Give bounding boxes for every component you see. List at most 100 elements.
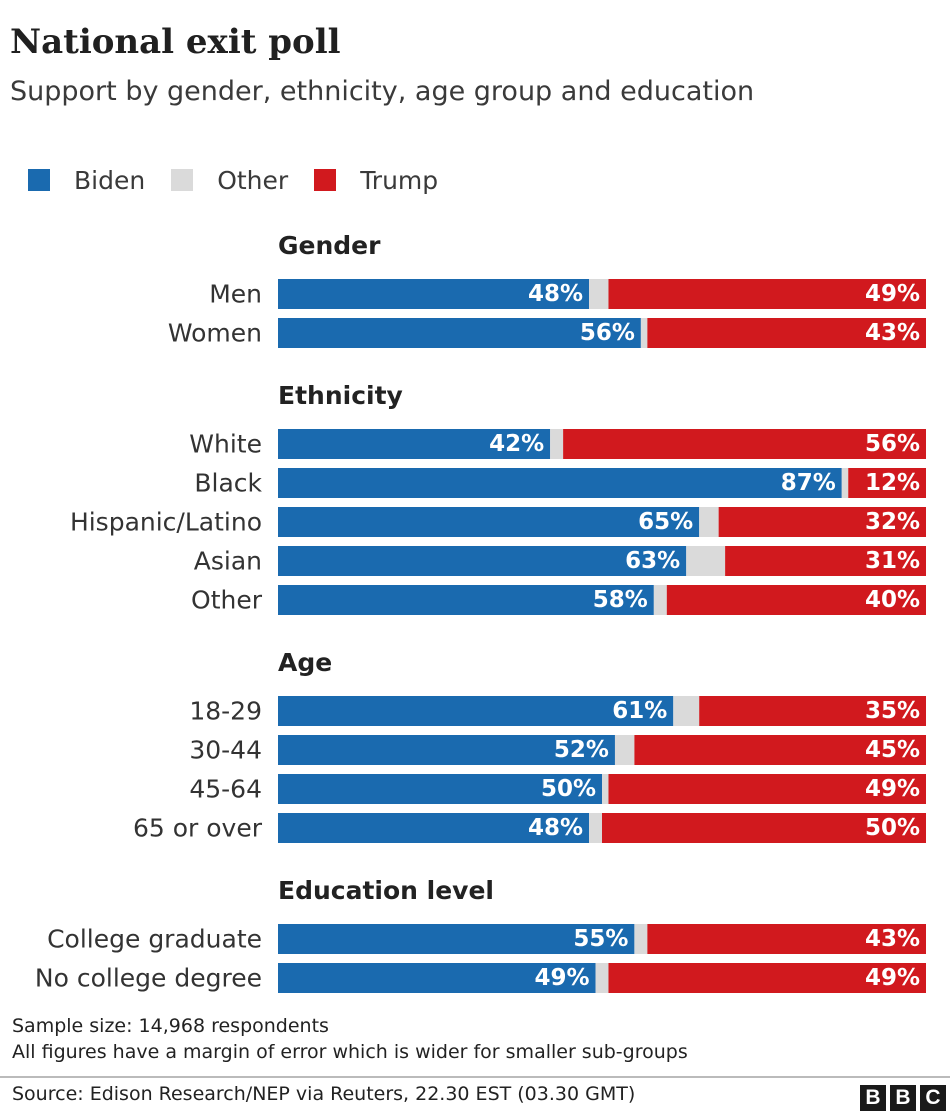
trump-bar-college-graduate (647, 924, 926, 954)
other-bar-black (841, 468, 849, 498)
biden-value-label-college-graduate: 55% (573, 926, 628, 952)
trump-value-label-45-64: 49% (865, 776, 920, 802)
trump-bar-asian (725, 546, 926, 576)
biden-value-label-asian: 63% (625, 548, 680, 574)
group-heading-ethnicity: Ethnicity (278, 381, 403, 410)
biden-bar-college-graduate (278, 924, 635, 954)
biden-bar-45-64 (278, 774, 602, 804)
trump-bar-black (848, 468, 926, 498)
group-heading-age: Age (278, 648, 332, 677)
biden-value-label-65-or-over: 48% (528, 815, 583, 841)
trump-bar-45-64 (608, 774, 926, 804)
biden-bar-other (278, 585, 654, 615)
bbc-logo: B B C (856, 1085, 946, 1111)
other-bar-men (589, 279, 609, 309)
biden-bar-women (278, 318, 641, 348)
trump-value-label-white: 56% (865, 431, 920, 457)
other-bar-college-graduate (634, 924, 648, 954)
other-bar-women (640, 318, 648, 348)
biden-value-label-white: 42% (489, 431, 544, 457)
biden-value-label-18-29: 61% (612, 698, 667, 724)
row-label-65-or-over: 65 or over (133, 814, 263, 843)
biden-bar-black (278, 468, 842, 498)
sample-size-note: Sample size: 14,968 respondents (12, 1015, 329, 1037)
group-heading-gender: Gender (278, 231, 381, 260)
other-bar-hispanic-latino (699, 507, 719, 537)
bbc-logo-letter: B (890, 1085, 916, 1111)
biden-value-label-black: 87% (781, 470, 836, 496)
trump-value-label-30-44: 45% (865, 737, 920, 763)
legend-label-other: Other (217, 165, 289, 195)
bbc-logo-letter: C (920, 1085, 946, 1111)
bbc-logo-letter: B (860, 1085, 886, 1111)
group-heading-education-level: Education level (278, 876, 494, 905)
trump-bar-men (608, 279, 926, 309)
biden-bar-men (278, 279, 590, 309)
other-bar-65-or-over (589, 813, 602, 843)
row-label-no-college-degree: No college degree (35, 964, 262, 993)
trump-value-label-black: 12% (865, 470, 920, 496)
biden-bar-asian (278, 546, 687, 576)
biden-bar-18-29 (278, 696, 674, 726)
trump-bar-women (647, 318, 926, 348)
biden-value-label-no-college-degree: 49% (534, 965, 589, 991)
legend-swatch-trump (314, 169, 337, 191)
row-label-asian: Asian (194, 547, 262, 576)
legend: Biden Other Trump (28, 163, 464, 197)
row-label-white: White (189, 430, 262, 459)
biden-bar-hispanic-latino (278, 507, 700, 537)
row-label-45-64: 45-64 (189, 775, 262, 804)
trump-bar-30-44 (634, 735, 926, 765)
legend-item-biden: Biden (28, 166, 145, 195)
footer-divider (0, 1076, 950, 1078)
trump-value-label-hispanic-latino: 32% (865, 509, 920, 535)
trump-bar-65-or-over (602, 813, 926, 843)
other-bar-18-29 (673, 696, 700, 726)
legend-label-trump: Trump (360, 165, 439, 195)
row-label-college-graduate: College graduate (47, 925, 262, 954)
row-label-hispanic-latino: Hispanic/Latino (70, 508, 262, 537)
biden-bar-65-or-over (278, 813, 590, 843)
row-label-18-29: 18-29 (189, 697, 262, 726)
row-label-women: Women (168, 319, 262, 348)
margin-of-error-note: All figures have a margin of error which… (12, 1041, 688, 1063)
trump-bar-other (666, 585, 926, 615)
biden-bar-no-college-degree (278, 963, 596, 993)
other-bar-asian (686, 546, 726, 576)
trump-bar-hispanic-latino (718, 507, 926, 537)
other-bar-white (550, 429, 564, 459)
legend-label-biden: Biden (74, 165, 146, 195)
biden-value-label-45-64: 50% (541, 776, 596, 802)
legend-swatch-biden (28, 169, 50, 191)
biden-bar-white (278, 429, 551, 459)
trump-value-label-men: 49% (865, 281, 920, 307)
row-label-30-44: 30-44 (189, 736, 262, 765)
row-label-other: Other (191, 586, 263, 615)
other-bar-30-44 (614, 735, 635, 765)
stacked-bar-chart: Gender Men 48% 49% Women 56% 43% Ethnicity White… (35, 231, 926, 993)
biden-value-label-other: 58% (593, 587, 648, 613)
legend-swatch-other (171, 169, 194, 191)
trump-value-label-asian: 31% (865, 548, 920, 574)
biden-bar-30-44 (278, 735, 615, 765)
trump-value-label-18-29: 35% (865, 698, 920, 724)
legend-item-trump: Trump (314, 166, 438, 195)
trump-bar-no-college-degree (608, 963, 926, 993)
chart-subtitle: Support by gender, ethnicity, age group … (10, 76, 755, 107)
trump-value-label-other: 40% (865, 587, 920, 613)
biden-value-label-women: 56% (580, 320, 635, 346)
trump-value-label-no-college-degree: 49% (865, 965, 920, 991)
biden-value-label-hispanic-latino: 65% (638, 509, 693, 535)
trump-value-label-college-graduate: 43% (865, 926, 920, 952)
other-bar-other (653, 585, 667, 615)
trump-bar-18-29 (699, 696, 926, 726)
trump-value-label-65-or-over: 50% (865, 815, 920, 841)
trump-bar-white (563, 429, 926, 459)
source-note: Source: Edison Research/NEP via Reuters,… (12, 1083, 636, 1105)
biden-value-label-men: 48% (528, 281, 583, 307)
row-label-men: Men (209, 280, 262, 309)
other-bar-45-64 (602, 774, 609, 804)
row-label-black: Black (194, 469, 262, 498)
chart-title: National exit poll (10, 22, 341, 62)
biden-value-label-30-44: 52% (554, 737, 609, 763)
